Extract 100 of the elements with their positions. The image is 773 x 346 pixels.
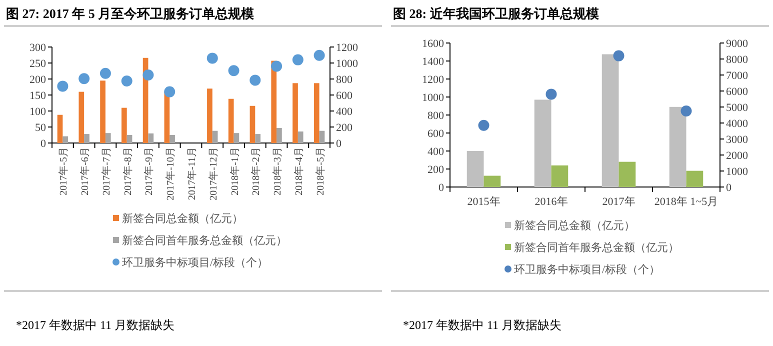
bar [122, 108, 127, 143]
x-tick-label: 2018年-1月 [228, 147, 241, 196]
bar [466, 151, 484, 187]
legend-label: 环卫服务中标项目/标段（个） [122, 256, 268, 269]
y-tick-label: 1200 [422, 74, 444, 86]
x-tick-label: 2017年-6月 [79, 147, 92, 196]
legend-label: 新签合同总金额（亿元） [122, 212, 243, 225]
bar [484, 176, 501, 187]
y-tick-label: 200 [30, 74, 46, 86]
legend-label: 新签合同总金额（亿元） [514, 219, 635, 232]
y-tick-label: 800 [428, 110, 444, 122]
x-tick-label: 2017年 [602, 196, 636, 208]
x-tick-label: 2018年-3月 [272, 147, 284, 196]
y2-tick-label: 1000 [726, 166, 748, 178]
point [271, 60, 282, 72]
point [228, 65, 240, 76]
bar [250, 106, 256, 143]
point [250, 74, 261, 86]
bar [271, 60, 277, 143]
legend-label: 新签合同首年服务总金额（亿元） [122, 234, 287, 247]
y2-tick-label: 9000 [726, 38, 748, 50]
x-tick-label: 2017年-7月 [100, 147, 112, 196]
y2-tick-label: 0 [336, 138, 342, 150]
point [314, 50, 325, 61]
bar [255, 134, 260, 143]
x-tick-label: 2017年-9月 [143, 147, 156, 196]
y-tick-label: 0 [40, 138, 46, 150]
bar [207, 88, 212, 143]
bar [57, 114, 63, 143]
bar [62, 136, 68, 143]
x-tick-label: 2017年-11月 [186, 147, 198, 200]
x-tick-label: 2016年 [534, 196, 568, 208]
bar [84, 134, 90, 143]
bar [212, 130, 218, 143]
y2-tick-label: 2000 [726, 150, 748, 162]
y2-tick-label: 200 [336, 122, 353, 134]
y-tick-label: 200 [428, 164, 444, 176]
y2-tick-label: 1200 [336, 42, 358, 54]
point [206, 52, 218, 64]
x-tick-label: 2017年-10月 [164, 147, 177, 200]
y-tick-label: 300 [30, 42, 46, 54]
y-tick-label: 250 [30, 58, 46, 70]
x-tick-label: 2018年 1~5月 [654, 196, 718, 208]
bar [126, 135, 132, 143]
y2-tick-label: 8000 [726, 54, 748, 66]
bar [534, 100, 552, 187]
y2-tick-label: 7000 [726, 70, 748, 82]
point [121, 76, 132, 86]
point [680, 106, 692, 116]
point [78, 73, 90, 84]
bar [292, 83, 298, 143]
point [613, 50, 624, 62]
bar [618, 162, 636, 187]
legend-label: 新签合同首年服务总金额（亿元） [514, 241, 679, 254]
point [478, 120, 490, 131]
y2-tick-label: 1000 [336, 58, 358, 70]
bar [669, 106, 686, 187]
bar [551, 165, 568, 187]
bar [602, 54, 619, 187]
y2-tick-label: 400 [336, 106, 353, 118]
y2-tick-label: 4000 [726, 118, 748, 130]
point [100, 68, 111, 79]
y-tick-label: 50 [35, 122, 46, 134]
y2-tick-label: 600 [336, 90, 353, 102]
bar [298, 131, 304, 143]
bar [234, 133, 240, 143]
point [57, 80, 68, 92]
y2-tick-label: 5000 [726, 102, 748, 114]
y-tick-label: 1000 [422, 92, 444, 104]
text: *2017 年数据中 11 月数据缺失 [403, 318, 562, 332]
x-tick-label: 2018年-2月 [250, 147, 262, 196]
y-tick-label: 0 [438, 182, 444, 194]
y2-tick-label: 6000 [726, 86, 748, 98]
x-tick-label: 2017年-5月 [58, 147, 70, 196]
bar [276, 128, 282, 143]
y-tick-label: 100 [30, 106, 46, 118]
x-tick-label: 2017年-12月 [207, 147, 220, 200]
point [142, 70, 154, 80]
point [546, 88, 557, 100]
x-tick-label: 2015年 [467, 196, 500, 208]
y2-tick-label: 3000 [726, 134, 748, 146]
bar [228, 98, 234, 143]
bar [148, 133, 154, 143]
bar [100, 80, 106, 143]
y-tick-label: 150 [30, 90, 46, 102]
x-tick-label: 2017年-8月 [122, 147, 134, 196]
bar [319, 130, 325, 143]
y2-tick-label: 0 [726, 182, 732, 194]
chart-title: 图 27: 2017 年 5 月至今环卫服务订单总规模 [6, 6, 254, 21]
bar [105, 133, 111, 143]
x-tick-label: 2018年-4月 [292, 147, 305, 196]
point [292, 54, 304, 66]
legend-label: 环卫服务中标项目/标段（个） [514, 263, 660, 276]
x-tick-label: 2018年-5月 [314, 147, 326, 196]
bar [314, 83, 320, 143]
y2-tick-label: 800 [336, 74, 353, 86]
chart-title: 图 28: 近年我国环卫服务订单总规模 [393, 6, 599, 21]
point [164, 86, 176, 98]
y-tick-label: 1400 [422, 56, 444, 68]
text: *2017 年数据中 11 月数据缺失 [16, 318, 175, 332]
